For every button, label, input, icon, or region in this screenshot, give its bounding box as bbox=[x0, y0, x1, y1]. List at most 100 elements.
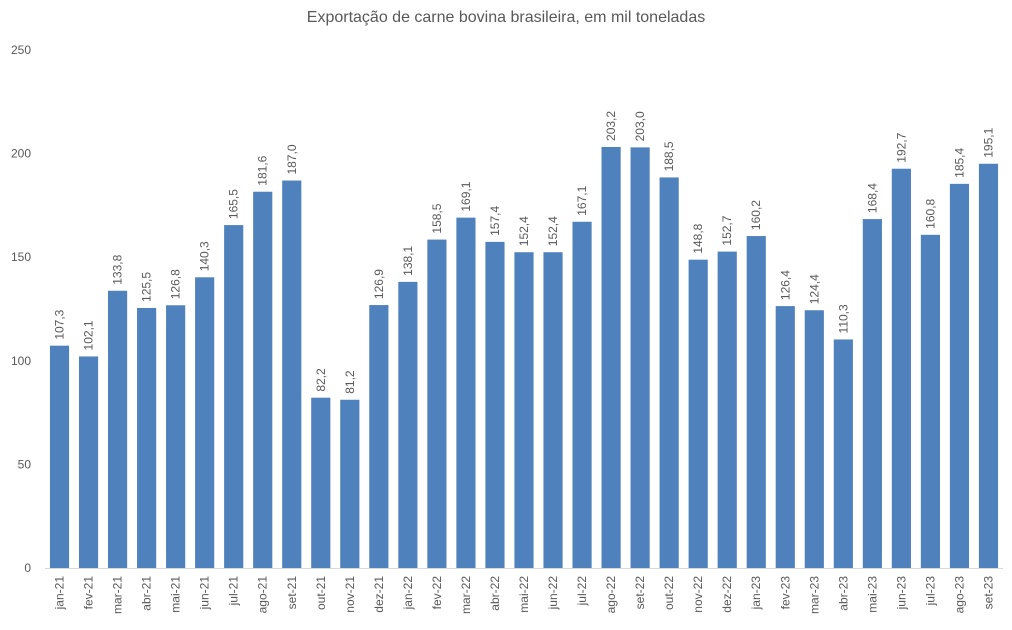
x-tick-label: set-21 bbox=[285, 576, 299, 610]
bar bbox=[630, 147, 650, 568]
x-tick-label: jan-22 bbox=[401, 576, 415, 611]
x-tick-label: abr-21 bbox=[140, 576, 154, 611]
bar bbox=[920, 234, 941, 569]
data-label: 152,4 bbox=[517, 216, 531, 246]
bar bbox=[833, 339, 853, 568]
data-label: 203,0 bbox=[633, 111, 647, 141]
data-label: 138,1 bbox=[401, 246, 415, 276]
data-label: 102,1 bbox=[82, 320, 96, 350]
x-tick-label: nov-21 bbox=[343, 576, 357, 613]
data-label: 157,4 bbox=[488, 206, 502, 236]
bar bbox=[746, 236, 766, 568]
y-tick-label: 250 bbox=[11, 43, 31, 57]
bar bbox=[107, 290, 128, 568]
data-label: 181,6 bbox=[256, 155, 270, 185]
data-label: 160,8 bbox=[923, 198, 937, 228]
x-tick-label: nov-22 bbox=[691, 576, 705, 613]
bar bbox=[572, 221, 592, 568]
x-tick-label: jul-21 bbox=[227, 576, 241, 607]
data-label: 169,1 bbox=[459, 181, 473, 211]
x-tick-label: out-21 bbox=[314, 576, 328, 610]
data-label: 126,4 bbox=[778, 270, 792, 300]
x-tick-label: set-22 bbox=[633, 576, 647, 610]
x-tick-label: fev-21 bbox=[82, 576, 96, 610]
x-tick-label: mar-23 bbox=[807, 576, 821, 614]
data-label: 185,4 bbox=[952, 147, 966, 177]
data-label: 133,8 bbox=[111, 254, 125, 284]
bar bbox=[485, 241, 505, 569]
data-label: 187,0 bbox=[285, 144, 299, 174]
bar bbox=[369, 305, 389, 568]
data-label: 167,1 bbox=[575, 185, 589, 215]
data-label: 203,2 bbox=[604, 111, 618, 141]
x-tick-label: jan-23 bbox=[749, 576, 763, 611]
bar bbox=[543, 252, 563, 568]
x-tick-label: fev-23 bbox=[778, 576, 792, 610]
x-tick-label: jun-23 bbox=[894, 576, 908, 611]
x-tick-label: jul-23 bbox=[923, 576, 937, 607]
data-label: 148,8 bbox=[691, 223, 705, 253]
x-tick-label: abr-23 bbox=[836, 576, 850, 611]
data-label: 168,4 bbox=[865, 183, 879, 213]
x-tick-label: out-22 bbox=[662, 576, 676, 610]
data-label: 152,7 bbox=[720, 215, 734, 245]
data-label: 165,5 bbox=[227, 189, 241, 219]
data-label: 188,5 bbox=[662, 141, 676, 171]
x-tick-label: jul-22 bbox=[575, 576, 589, 607]
x-tick-label: fev-22 bbox=[430, 576, 444, 610]
bar bbox=[137, 307, 157, 568]
bar bbox=[978, 163, 999, 568]
bar bbox=[195, 277, 215, 568]
data-label: 107,3 bbox=[53, 309, 67, 339]
bar bbox=[340, 399, 360, 568]
x-tick-label: jun-22 bbox=[546, 576, 560, 611]
x-tick-label: mar-21 bbox=[111, 576, 125, 614]
x-tick-label: mai-22 bbox=[517, 576, 531, 613]
bar bbox=[253, 191, 273, 568]
bar bbox=[862, 219, 882, 568]
x-tick-label: dez-22 bbox=[720, 576, 734, 613]
x-tick-label: ago-22 bbox=[604, 576, 618, 614]
x-tick-label: dez-21 bbox=[372, 576, 386, 613]
bar bbox=[514, 252, 534, 568]
data-label: 82,2 bbox=[314, 368, 328, 392]
data-label: 126,8 bbox=[169, 269, 183, 299]
bar bbox=[717, 251, 737, 569]
x-axis-labels-group: jan-21 fev-21 mar-21 abr-21 mai-21 jun-21 jul-… bbox=[53, 576, 996, 614]
data-label: 195,1 bbox=[981, 127, 995, 157]
data-label: 160,2 bbox=[749, 200, 763, 230]
x-tick-label: jun-21 bbox=[198, 576, 212, 611]
bar bbox=[427, 239, 447, 568]
y-tick-label: 150 bbox=[11, 250, 31, 264]
bar bbox=[49, 345, 70, 568]
data-label: 125,5 bbox=[140, 272, 154, 302]
bar bbox=[949, 183, 970, 568]
x-tick-label: abr-22 bbox=[488, 576, 502, 611]
bar bbox=[224, 225, 244, 569]
bar bbox=[891, 168, 911, 569]
bar bbox=[601, 146, 621, 568]
bars-group bbox=[49, 146, 999, 569]
value-labels-group: 107,3 102,1 133,8 125,5 126,8 140,3 165,5 181,6… bbox=[53, 111, 996, 394]
bar bbox=[78, 356, 99, 568]
data-label: 81,2 bbox=[343, 370, 357, 394]
chart-title: Exportação de carne bovina brasileira, e… bbox=[306, 9, 706, 26]
bar bbox=[166, 305, 186, 568]
bar bbox=[688, 259, 708, 568]
y-axis: 0 50 100 150 200 250 bbox=[11, 43, 31, 575]
x-tick-label: jan-21 bbox=[53, 576, 67, 611]
x-tick-label: mai-23 bbox=[865, 576, 879, 613]
data-label: 192,7 bbox=[894, 132, 908, 162]
y-tick-label: 0 bbox=[24, 561, 31, 575]
bar bbox=[804, 310, 824, 568]
x-tick-label: mai-21 bbox=[169, 576, 183, 613]
data-label: 158,5 bbox=[430, 203, 444, 233]
bar bbox=[456, 217, 476, 568]
x-tick-label: ago-21 bbox=[256, 576, 270, 614]
y-tick-label: 50 bbox=[18, 457, 32, 471]
x-tick-label: ago-23 bbox=[952, 576, 966, 614]
bar bbox=[311, 397, 331, 568]
data-label: 140,3 bbox=[198, 241, 212, 271]
